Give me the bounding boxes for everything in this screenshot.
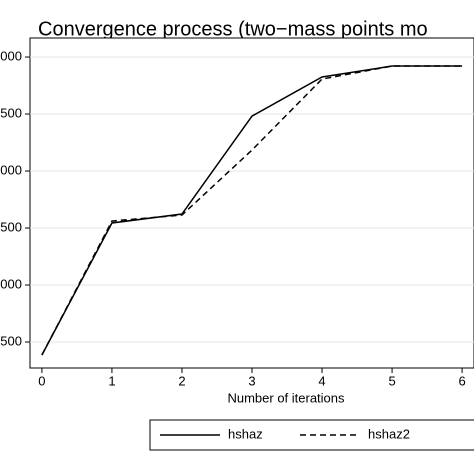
x-tick-label: 6 <box>458 373 465 388</box>
x-tick-label: 0 <box>38 373 45 388</box>
y-tick-label: 000 <box>0 48 22 63</box>
y-tick-label: 500 <box>0 219 22 234</box>
y-tick-label: 000 <box>0 162 22 177</box>
y-tick-label: 500 <box>0 105 22 120</box>
x-tick-label: 1 <box>108 373 115 388</box>
chart-title: Convergence process (two−mass points mo <box>38 18 428 40</box>
x-axis-label: Number of iterations <box>227 390 345 405</box>
y-tick-label: 000 <box>0 276 22 291</box>
legend-label: hshaz2 <box>368 426 410 441</box>
plot-area <box>29 37 474 369</box>
series-line <box>41 65 463 356</box>
x-tick-label: 4 <box>318 373 325 388</box>
x-tick-label: 5 <box>388 373 395 388</box>
series-line <box>41 65 463 356</box>
y-tick-label: 500 <box>0 333 22 348</box>
x-tick-label: 2 <box>178 373 185 388</box>
x-tick-label: 3 <box>248 373 255 388</box>
legend-label: hshaz <box>228 426 263 441</box>
